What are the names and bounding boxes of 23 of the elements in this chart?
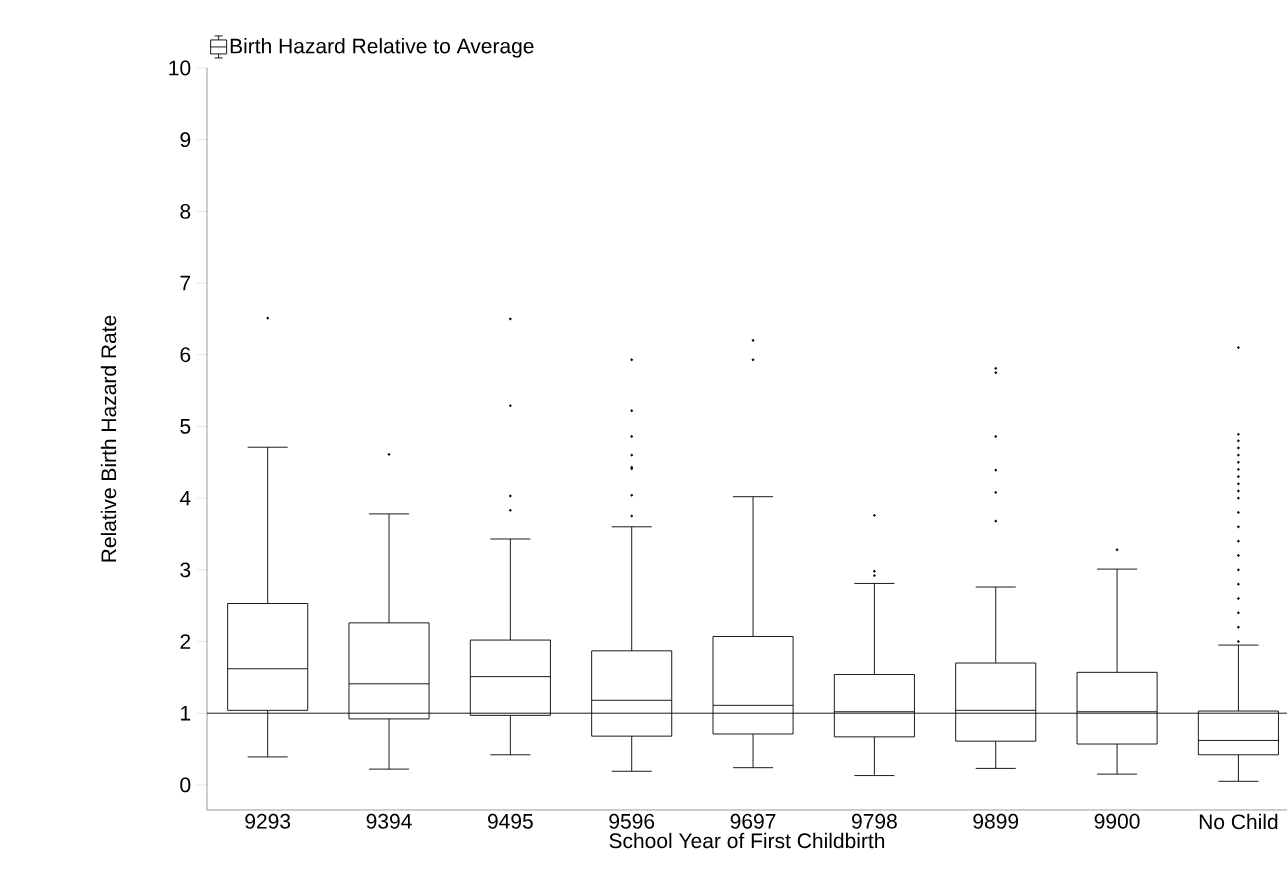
y-tick-label: 6	[180, 347, 191, 363]
y-tick-label: 3	[180, 562, 191, 578]
y-tick-label: 2	[180, 634, 191, 649]
y-tick-label: 7	[180, 275, 191, 291]
x-axis-title: School Year of First Childbirth	[609, 832, 885, 849]
x-tick-label: 9697	[730, 813, 776, 829]
x-tick-label: 9899	[973, 813, 1019, 829]
y-tick-label: 5	[180, 419, 191, 434]
x-tick-label: 9495	[487, 813, 533, 829]
y-axis-title: Relative Birth Hazard Rate	[100, 315, 117, 562]
legend-label: Birth Hazard Relative to Average	[230, 38, 534, 58]
x-tick-label: 9293	[245, 813, 291, 829]
y-tick-label: 9	[180, 132, 191, 148]
y-tick-label: 8	[180, 203, 191, 219]
y-tick-label: 4	[179, 490, 191, 506]
x-tick-label: 9596	[609, 813, 655, 829]
x-tick-label: 9900	[1094, 813, 1140, 829]
y-tick-label: 10	[169, 60, 191, 76]
x-tick-label: No Child	[1199, 813, 1278, 830]
x-tick-label: 9798	[852, 813, 897, 829]
y-tick-label: 0	[180, 777, 191, 793]
y-tick-label: 1	[181, 705, 191, 721]
x-tick-label: 9394	[366, 813, 412, 829]
